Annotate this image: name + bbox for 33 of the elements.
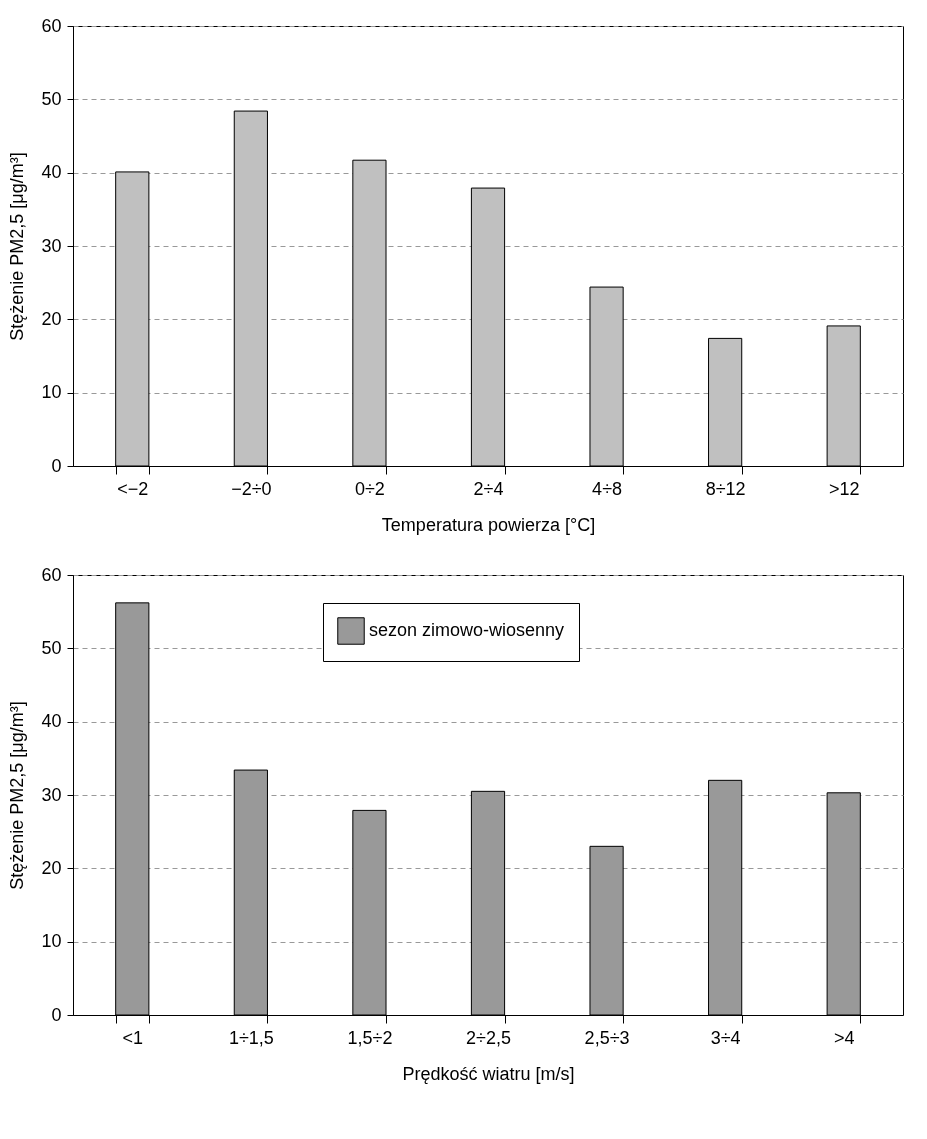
y-tick-label: 20 [41, 857, 62, 878]
x-tick-label: 2÷2,5 [466, 1027, 511, 1048]
y-tick-label: 10 [41, 382, 62, 403]
x-tick-label: 4÷8 [592, 478, 623, 499]
x-tick-label: >12 [828, 478, 860, 499]
y-tick-label: 20 [41, 308, 62, 329]
x-axis-title: Prędkość wiatru [m/s] [402, 1063, 575, 1084]
y-tick-label: 40 [41, 711, 62, 732]
x-tick-label: <−2 [117, 478, 149, 499]
y-axis-title: Stężenie PM2,5 [μg/m³] [7, 152, 28, 341]
x-tick-label: 1÷1,5 [228, 1027, 274, 1048]
x-tick-label: 1,5÷2 [347, 1027, 393, 1048]
y-tick-label: 30 [41, 235, 62, 256]
legend-label: sezon zimowo-wiosenny [369, 620, 565, 640]
x-axis-title: Temperatura powierza [°C] [381, 514, 596, 535]
x-tick-label: −2÷0 [231, 478, 272, 499]
y-tick-label: 30 [41, 784, 62, 805]
y-tick-label: 60 [41, 564, 62, 585]
x-tick-label: 8÷12 [705, 478, 746, 499]
x-tick-label: 3÷4 [710, 1027, 741, 1048]
y-tick-label: 0 [51, 455, 62, 476]
x-tick-label: 2,5÷3 [584, 1027, 630, 1048]
x-tick-label: >4 [833, 1027, 855, 1048]
y-tick-label: 50 [41, 88, 62, 109]
y-tick-label: 40 [41, 162, 62, 183]
y-tick-label: 50 [41, 637, 62, 658]
y-axis-title: Stężenie PM2,5 [μg/m³] [7, 701, 28, 890]
x-tick-label: 0÷2 [354, 478, 385, 499]
x-tick-label: <1 [122, 1027, 144, 1048]
y-tick-label: 0 [51, 1004, 62, 1025]
y-tick-label: 60 [41, 15, 62, 36]
y-tick-label: 10 [41, 931, 62, 952]
x-tick-label: 2÷4 [473, 478, 504, 499]
